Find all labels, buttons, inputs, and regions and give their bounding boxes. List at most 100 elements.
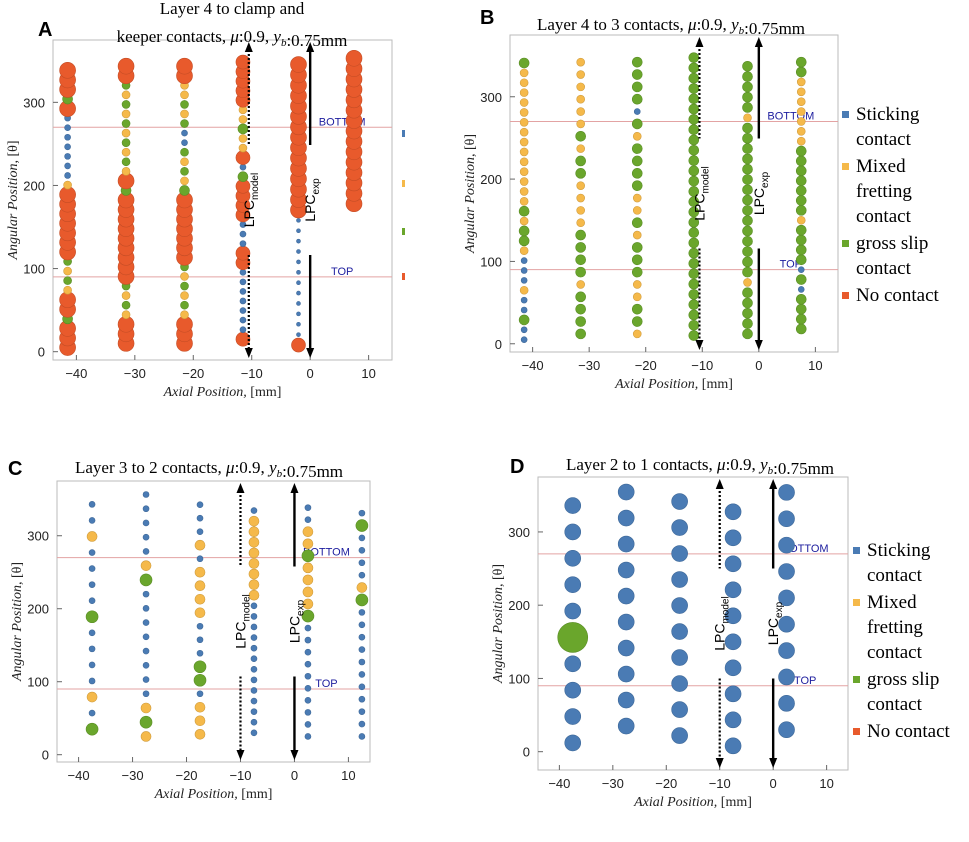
data-point-mixed xyxy=(121,90,131,100)
legend: Sticking contact Mixed fretting contact gross… xyxy=(842,104,940,306)
data-point-mixed xyxy=(194,701,206,713)
data-point-sticking xyxy=(778,484,795,501)
data-point-sticking xyxy=(196,555,204,563)
data-point-mixed xyxy=(63,285,72,295)
y-tick-label: 100 xyxy=(508,671,530,686)
data-point-sticking xyxy=(304,733,312,740)
data-point-mixed xyxy=(238,134,248,143)
data-point-sticking xyxy=(142,605,150,612)
y-tick-label: 200 xyxy=(508,598,530,613)
data-point-sticking xyxy=(296,249,301,254)
data-point-mixed xyxy=(632,131,642,141)
data-point-mixed xyxy=(302,562,314,574)
lpc-model-arrowhead xyxy=(695,340,704,350)
data-point-sticking xyxy=(617,535,635,553)
data-point-sticking xyxy=(617,587,635,605)
panel-letter: B xyxy=(480,7,494,29)
x-tick-label: −40 xyxy=(522,358,544,373)
x-tick-label: −20 xyxy=(655,776,677,791)
data-point-gross xyxy=(518,235,530,247)
data-point-gross xyxy=(795,155,807,167)
x-tick-label: 10 xyxy=(819,776,833,791)
data-point-mixed xyxy=(519,216,529,226)
lpc-model-label: LPCmodel xyxy=(691,166,711,220)
data-point-sticking xyxy=(239,278,247,286)
x-tick-label: 0 xyxy=(755,358,762,373)
y-tick-label: 100 xyxy=(23,262,45,277)
data-point-gross xyxy=(742,287,753,299)
data-point-sticking xyxy=(564,708,582,725)
data-point-gross xyxy=(180,119,189,128)
data-point-mixed xyxy=(180,310,189,320)
data-point-sticking xyxy=(724,529,742,547)
data-point-sticking xyxy=(88,501,96,508)
data-point-sticking xyxy=(778,668,795,686)
x-tick-label: −20 xyxy=(635,358,657,373)
data-point-gross xyxy=(518,205,530,217)
data-point-none xyxy=(235,245,251,261)
data-point-sticking xyxy=(196,636,204,644)
lpc-model-arrowhead xyxy=(715,758,724,768)
data-point-sticking xyxy=(564,602,582,620)
data-point-gross xyxy=(742,225,753,237)
data-point-mixed xyxy=(519,187,529,196)
data-point-gross xyxy=(688,268,700,280)
data-point-sticking xyxy=(296,332,301,337)
data-point-sticking xyxy=(358,658,366,666)
data-point-gross xyxy=(742,266,753,278)
data-point-gross xyxy=(688,289,700,300)
data-point-mixed xyxy=(519,117,529,127)
legend-label: fretting xyxy=(867,617,923,638)
data-point-sticking xyxy=(304,709,312,716)
data-point-sticking xyxy=(797,286,805,293)
data-point-gross xyxy=(742,215,753,226)
data-point-gross xyxy=(688,309,700,321)
data-point-gross xyxy=(795,234,807,246)
data-point-sticking xyxy=(239,288,247,295)
data-point-mixed xyxy=(121,291,131,300)
data-point-sticking xyxy=(564,576,582,593)
data-point-sticking xyxy=(250,655,258,663)
data-point-sticking xyxy=(304,672,312,680)
data-point-sticking xyxy=(250,708,258,715)
data-point-gross xyxy=(575,316,586,327)
data-point-mixed xyxy=(576,119,585,129)
data-point-mixed xyxy=(632,329,642,339)
data-point-gross xyxy=(139,715,153,729)
data-point-mixed xyxy=(519,108,529,117)
data-point-sticking xyxy=(358,733,366,740)
top-label: TOP xyxy=(315,678,337,690)
data-point-sticking xyxy=(196,528,204,536)
data-point-gross xyxy=(121,157,131,167)
data-point-gross xyxy=(85,610,99,624)
data-point-mixed xyxy=(180,176,189,186)
data-point-mixed xyxy=(576,70,585,79)
lpc-model-arrowhead xyxy=(236,750,245,760)
data-point-mixed xyxy=(140,560,152,571)
data-point-sticking xyxy=(296,270,301,275)
data-point-gross xyxy=(742,318,753,329)
lpc-exp-arrowhead xyxy=(306,42,315,52)
legend-label: fretting xyxy=(856,181,912,202)
data-point-mixed xyxy=(180,90,189,100)
legend-label: Mixed xyxy=(856,156,906,177)
data-point-gross xyxy=(688,319,700,331)
panel-d: D Layer 2 to 1 contacts, μ:0.9, yb:0.75mm… xyxy=(491,455,849,810)
legend-label: contact xyxy=(856,258,912,279)
data-point-mixed xyxy=(576,218,585,228)
data-point-sticking xyxy=(304,684,312,692)
chart-title: Layer 2 to 1 contacts, μ:0.9, yb:0.75mm xyxy=(566,455,834,478)
data-point-sticking xyxy=(671,597,688,614)
data-point-gross xyxy=(742,71,753,82)
data-point-gross xyxy=(121,138,131,147)
lpc-exp-arrowhead xyxy=(754,340,763,350)
data-point-sticking xyxy=(778,642,795,659)
data-point-gross xyxy=(575,242,586,253)
data-point-mixed xyxy=(796,97,806,106)
panel-a: A Layer 4 to clamp and keeper contacts, μ:… xyxy=(6,0,393,400)
legend-label: contact xyxy=(856,206,912,227)
x-axis-label: Axial Position, [mm] xyxy=(633,795,752,810)
data-point-none xyxy=(117,57,135,75)
data-point-gross xyxy=(518,314,530,326)
lpc-exp-arrowhead xyxy=(290,750,299,760)
